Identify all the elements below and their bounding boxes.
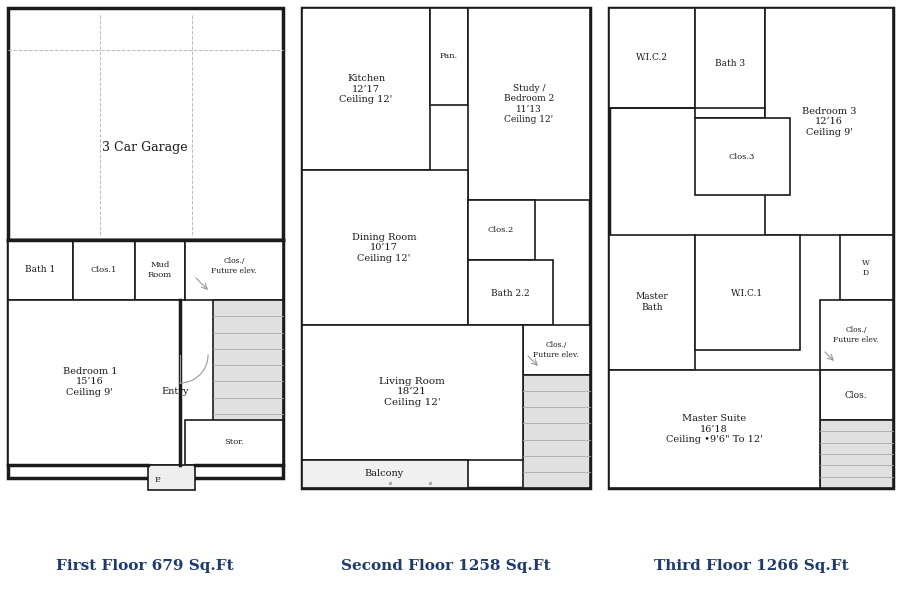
Text: Clos./
Future elev.: Clos./ Future elev. (533, 341, 578, 359)
Text: Balcony: Balcony (364, 469, 404, 479)
Bar (609, 370, 820, 488)
Bar (302, 325, 523, 460)
Bar (185, 420, 283, 465)
Bar (8, 240, 283, 478)
Text: Bath 1: Bath 1 (25, 265, 55, 275)
Text: Kitchen
12’17
Ceiling 12': Kitchen 12’17 Ceiling 12' (340, 74, 393, 104)
Bar (148, 465, 195, 490)
Text: Bedroom 1
15’16
Ceiling 9': Bedroom 1 15’16 Ceiling 9' (63, 367, 117, 397)
Bar (820, 300, 893, 370)
Bar (609, 8, 695, 108)
Bar (302, 8, 590, 488)
Text: Clos.: Clos. (845, 391, 868, 400)
Bar (73, 240, 135, 300)
Text: Living Room
18’21
Ceiling 12': Living Room 18’21 Ceiling 12' (379, 377, 445, 407)
Text: Master Suite
16’18
Ceiling •9'6" To 12': Master Suite 16’18 Ceiling •9'6" To 12' (666, 414, 762, 444)
Bar (8, 240, 73, 300)
Text: Clos.2: Clos.2 (487, 226, 514, 234)
Bar (695, 118, 790, 195)
Bar (302, 8, 430, 170)
Text: Bath 2.2: Bath 2.2 (491, 289, 529, 298)
Bar (695, 8, 765, 118)
Bar (185, 240, 283, 300)
Text: Master
Bath: Master Bath (635, 292, 669, 312)
Text: 3 Car Garage: 3 Car Garage (102, 142, 187, 154)
Bar (523, 325, 590, 375)
Text: Clos.1: Clos.1 (91, 266, 117, 274)
Text: Clos./
Future elev.: Clos./ Future elev. (833, 326, 878, 344)
Text: First Floor 679 Sq.Ft: First Floor 679 Sq.Ft (56, 559, 234, 573)
Bar (820, 370, 893, 420)
Text: Bath 3: Bath 3 (714, 58, 745, 67)
Bar (135, 240, 185, 300)
Text: Entry: Entry (161, 388, 188, 397)
Text: Dining Room
10’17
Ceiling 12': Dining Room 10’17 Ceiling 12' (351, 233, 416, 263)
Bar (430, 8, 468, 105)
Bar (302, 460, 468, 488)
Bar (8, 8, 283, 240)
Bar (609, 8, 893, 488)
Bar (468, 200, 535, 260)
Text: W.I.C.1: W.I.C.1 (731, 289, 763, 298)
Text: Bedroom 3
12’16
Ceiling 9': Bedroom 3 12’16 Ceiling 9' (802, 107, 856, 137)
Text: Pan.: Pan. (440, 52, 458, 60)
Bar (820, 420, 893, 488)
Text: Stor.: Stor. (224, 438, 244, 446)
Text: Clos./
Future elev.: Clos./ Future elev. (211, 257, 257, 275)
Bar (8, 300, 180, 465)
Text: P.: P. (155, 476, 161, 484)
Bar (302, 170, 468, 325)
Bar (523, 375, 590, 488)
Bar (213, 300, 283, 430)
Bar (609, 235, 695, 370)
Text: Second Floor 1258 Sq.Ft: Second Floor 1258 Sq.Ft (341, 559, 551, 573)
Bar (468, 260, 553, 325)
Text: Third Floor 1266 Sq.Ft: Third Floor 1266 Sq.Ft (654, 559, 849, 573)
Bar (468, 8, 590, 200)
Text: W
D: W D (862, 259, 870, 277)
Bar (765, 8, 893, 235)
Bar (695, 235, 800, 350)
Bar (840, 235, 893, 300)
Text: Clos.3: Clos.3 (729, 153, 755, 161)
Text: W.I.C.2: W.I.C.2 (636, 53, 668, 62)
Text: Study /
Bedroom 2
11’13
Ceiling 12': Study / Bedroom 2 11’13 Ceiling 12' (504, 84, 554, 124)
Text: Mud
Room: Mud Room (148, 262, 172, 278)
